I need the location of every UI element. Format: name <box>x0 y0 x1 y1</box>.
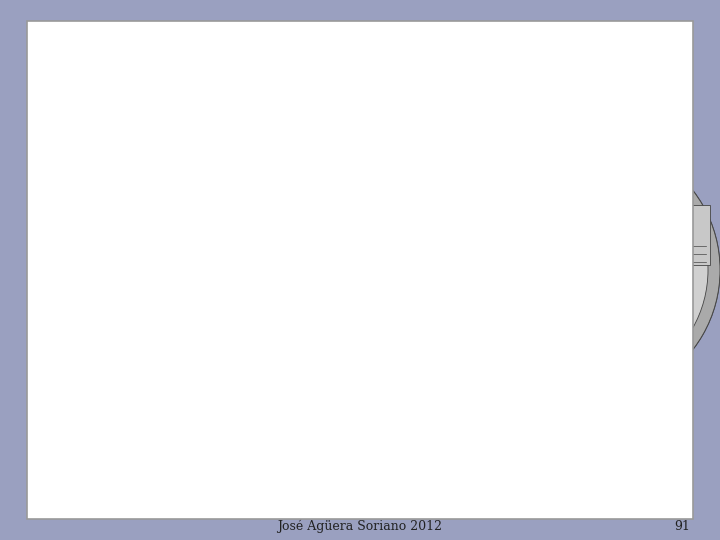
Bar <box>246 188 282 200</box>
Bar <box>283 178 322 190</box>
Bar <box>55 440 415 458</box>
Bar <box>250 371 278 440</box>
Bar <box>55 462 415 478</box>
Bar <box>171 208 207 220</box>
Text: Aunque las turbinas de reacción tienen casi doble número
de escalonamientos, su : Aunque las turbinas de reacción tienen c… <box>50 70 620 138</box>
Bar <box>248 265 280 371</box>
Bar <box>327 380 360 440</box>
Ellipse shape <box>183 425 195 435</box>
Wedge shape <box>554 198 662 342</box>
Bar <box>290 103 328 158</box>
Bar <box>323 168 364 180</box>
Bar <box>158 295 180 300</box>
Bar <box>155 306 420 330</box>
Bar <box>148 244 154 250</box>
Ellipse shape <box>535 215 645 325</box>
Bar <box>548 322 632 379</box>
Bar <box>285 260 320 376</box>
Bar <box>562 356 618 379</box>
Bar <box>369 384 410 440</box>
Bar <box>208 198 244 210</box>
Wedge shape <box>525 140 720 400</box>
Bar <box>145 248 170 272</box>
Bar <box>158 315 180 320</box>
Text: reacción: reacción <box>501 477 615 501</box>
Ellipse shape <box>338 425 349 435</box>
Bar <box>165 190 415 440</box>
Bar <box>60 402 150 440</box>
Bar <box>55 454 415 462</box>
Bar <box>68 452 148 462</box>
Bar <box>415 235 435 355</box>
Wedge shape <box>525 140 720 400</box>
Bar <box>68 436 80 458</box>
Bar <box>210 269 242 367</box>
Bar <box>367 252 412 384</box>
Bar <box>212 367 240 440</box>
Bar <box>570 335 610 350</box>
Bar <box>640 205 710 265</box>
Bar <box>287 376 318 440</box>
Bar <box>148 264 154 270</box>
Text: 91: 91 <box>674 519 690 532</box>
Bar <box>325 256 362 380</box>
Ellipse shape <box>220 425 232 435</box>
Ellipse shape <box>258 425 270 435</box>
Bar <box>155 280 185 340</box>
Ellipse shape <box>78 205 132 315</box>
Ellipse shape <box>384 425 395 435</box>
Ellipse shape <box>50 150 160 370</box>
Bar <box>365 158 414 170</box>
Bar <box>474 362 513 394</box>
Ellipse shape <box>297 425 308 435</box>
Text: José Agüera Soriano 2012: José Agüera Soriano 2012 <box>277 519 443 533</box>
Bar <box>285 102 333 122</box>
Bar <box>505 144 544 176</box>
Bar <box>175 362 203 440</box>
Bar <box>173 274 205 362</box>
Text: acción: acción <box>176 477 263 501</box>
